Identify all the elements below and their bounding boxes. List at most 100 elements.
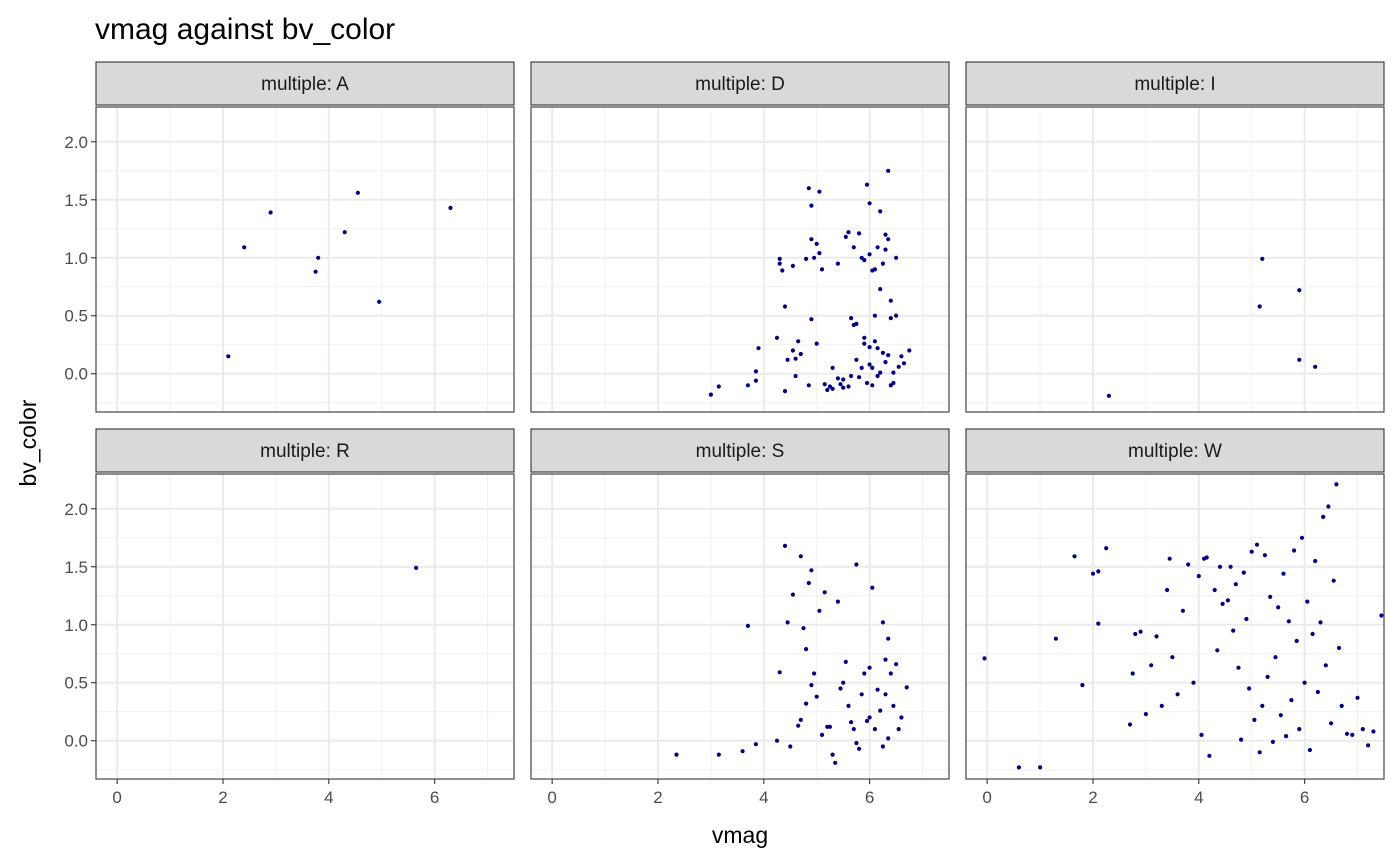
panel-border: [965, 473, 1385, 780]
data-point: [854, 562, 859, 567]
data-point: [835, 376, 841, 381]
data-point: [316, 255, 321, 260]
facet-strip-label: multiple: W: [1128, 441, 1222, 462]
data-point: [1231, 628, 1236, 633]
data-point: [872, 339, 878, 344]
data-point: [896, 364, 901, 369]
chart-title: vmag against bv_color: [95, 13, 395, 46]
data-point: [1180, 608, 1185, 613]
data-point: [872, 313, 878, 318]
data-point: [878, 287, 883, 292]
data-point: [878, 708, 883, 713]
data-point: [875, 346, 880, 351]
data-point: [880, 620, 886, 625]
data-point: [846, 703, 851, 709]
data-point: [854, 357, 859, 362]
x-tick-label: 6: [430, 788, 439, 807]
data-point: [891, 380, 896, 386]
facet-strip-label: multiple: I: [1134, 74, 1215, 95]
data-point: [790, 263, 796, 268]
data-point: [888, 298, 893, 303]
data-point: [1096, 621, 1101, 626]
data-point: [809, 568, 814, 573]
data-point: [843, 659, 848, 665]
data-point: [859, 365, 864, 370]
x-tick-label: 4: [324, 788, 333, 807]
data-point: [1323, 663, 1328, 668]
data-point: [1278, 713, 1283, 718]
data-point: [812, 255, 817, 260]
data-point: [1265, 674, 1270, 680]
panel-background: [966, 474, 1384, 779]
data-point: [891, 370, 896, 375]
facet-strip: [530, 428, 950, 473]
data-point: [862, 335, 867, 340]
data-point: [1294, 638, 1299, 644]
data-point: [817, 608, 822, 613]
data-point: [857, 231, 862, 236]
data-point: [774, 335, 780, 340]
data-point: [857, 746, 862, 751]
data-point: [1254, 542, 1260, 547]
data-point: [1159, 703, 1164, 709]
data-point: [878, 370, 883, 375]
data-point: [1379, 613, 1384, 618]
data-point: [1276, 605, 1281, 610]
data-point: [867, 665, 872, 670]
data-point: [1133, 631, 1138, 637]
data-point: [838, 382, 843, 387]
data-point: [753, 742, 759, 747]
data-point: [1072, 554, 1077, 559]
data-point: [817, 251, 822, 256]
data-point: [841, 385, 846, 390]
facet-strip: [95, 428, 515, 473]
data-point: [1257, 750, 1262, 755]
data-point: [753, 378, 759, 383]
data-point: [854, 740, 859, 746]
data-point: [1228, 564, 1233, 569]
data-point: [674, 752, 679, 757]
data-point: [830, 365, 835, 370]
data-point: [1281, 571, 1286, 576]
data-point: [894, 662, 899, 667]
data-point: [1212, 587, 1217, 593]
panel-background: [96, 107, 514, 412]
data-point: [1236, 665, 1241, 670]
panel-border: [95, 473, 515, 780]
data-point: [1326, 504, 1331, 509]
data-point: [740, 749, 745, 754]
data-point: [1207, 753, 1212, 758]
panel-background: [96, 474, 514, 779]
data-point: [1053, 636, 1058, 641]
data-point: [1080, 683, 1085, 688]
data-point: [1318, 620, 1323, 625]
data-point: [1167, 556, 1172, 561]
data-point: [1284, 734, 1289, 739]
data-point: [804, 701, 809, 706]
data-point: [708, 392, 714, 397]
data-point: [901, 361, 907, 366]
data-point: [851, 727, 856, 732]
data-point: [894, 313, 899, 318]
x-tick-label: 4: [1194, 788, 1203, 807]
facet-panels: multiple: A 0.0 0.5 1.0 1.5 2.0 multiple: D mul…: [64, 61, 1385, 807]
y-tick-label: 0.5: [64, 674, 88, 693]
data-point: [790, 592, 796, 597]
panel-background: [531, 474, 949, 779]
data-point: [875, 687, 880, 692]
data-point: [862, 341, 867, 346]
data-point: [819, 732, 825, 738]
data-point: [819, 267, 825, 272]
data-point: [851, 245, 856, 250]
data-point: [1096, 569, 1101, 574]
data-point: [753, 369, 759, 374]
data-point: [835, 599, 841, 604]
data-point: [1199, 732, 1204, 738]
data-point: [377, 299, 382, 304]
data-point: [1241, 570, 1246, 575]
data-point: [1165, 587, 1170, 593]
data-point: [313, 269, 318, 274]
data-point: [849, 720, 854, 725]
x-tick-label: 2: [653, 788, 662, 807]
facet-strip-label: multiple: R: [260, 441, 350, 462]
